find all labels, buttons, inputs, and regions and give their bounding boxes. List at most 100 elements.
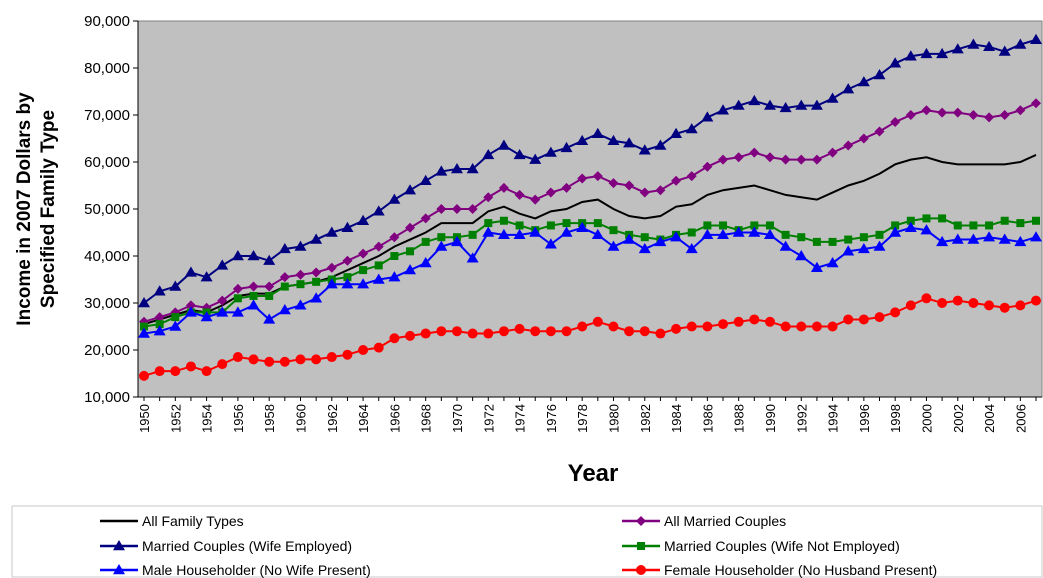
data-point-male-householder-no-wife-present	[138, 327, 150, 338]
x-tick-label: 1970	[450, 404, 465, 433]
data-point-all-married-couples	[436, 204, 447, 214]
data-point-married-couples-wife-employed	[419, 174, 432, 185]
data-point-female-householder-no-husband-present	[890, 307, 901, 318]
data-point-all-married-couples	[405, 222, 416, 233]
data-point-married-couples-wife-employed	[388, 193, 401, 204]
data-point-female-householder-no-husband-present	[342, 349, 353, 360]
legend-item-male-householder-no-wife-present: Male Householder (No Wife Present)	[100, 562, 371, 578]
data-point-female-householder-no-husband-present	[389, 333, 400, 344]
x-tick-label: 2002	[951, 404, 966, 433]
data-point-female-householder-no-husband-present	[984, 300, 995, 311]
data-point-female-householder-no-husband-present	[749, 314, 760, 325]
data-point-all-married-couples	[968, 110, 979, 120]
legend-box	[11, 505, 1043, 578]
data-point-married-couples-wife-not-employed	[828, 237, 837, 246]
data-point-female-householder-no-husband-present	[561, 326, 572, 337]
data-point-male-householder-no-wife-present	[670, 231, 683, 242]
data-point-all-married-couples	[389, 232, 400, 243]
data-point-male-householder-no-wife-present	[263, 313, 276, 324]
data-point-male-householder-no-wife-present	[372, 273, 385, 284]
data-point-married-couples-wife-not-employed	[609, 226, 618, 235]
data-point-married-couples-wife-not-employed	[437, 233, 446, 242]
data-point-married-couples-wife-not-employed	[484, 219, 493, 228]
data-point-male-householder-no-wife-present	[857, 242, 870, 254]
data-point-female-householder-no-husband-present	[655, 328, 666, 339]
data-point-all-married-couples	[702, 161, 713, 172]
data-point-married-couples-wife-employed	[341, 221, 354, 232]
data-point-all-married-couples	[811, 154, 822, 165]
data-point-all-married-couples	[248, 281, 259, 292]
data-point-female-householder-no-husband-present	[639, 326, 650, 337]
data-point-married-couples-wife-not-employed	[938, 214, 947, 223]
x-tick-label: 1998	[888, 404, 903, 433]
data-point-married-couples-wife-employed	[200, 271, 213, 282]
data-point-all-married-couples	[232, 283, 243, 294]
data-point-married-couples-wife-not-employed	[797, 233, 806, 242]
data-point-married-couples-wife-not-employed	[499, 216, 508, 225]
plot-background	[137, 20, 1043, 398]
series-all-married-couples	[139, 98, 1041, 327]
x-tick-label: 1960	[293, 404, 308, 433]
y-tick-label: 50,000	[84, 201, 130, 218]
data-point-married-couples-wife-employed	[826, 92, 839, 103]
data-point-married-couples-wife-employed	[544, 146, 557, 157]
data-point-all-married-couples	[999, 110, 1010, 120]
series-male-householder-no-wife-present	[138, 221, 1042, 338]
data-point-all-married-couples	[592, 171, 603, 182]
data-point-married-couples-wife-not-employed	[421, 237, 430, 246]
data-point-all-married-couples	[185, 300, 196, 311]
data-point-all-married-couples	[952, 107, 963, 118]
data-point-married-couples-wife-not-employed	[844, 235, 853, 244]
x-tick-label: 1958	[262, 404, 277, 433]
series-line-married-couples-wife-employed	[143, 38, 1037, 304]
data-point-all-married-couples	[467, 204, 478, 214]
data-point-male-householder-no-wife-present	[889, 226, 902, 237]
data-point-married-couples-wife-not-employed	[374, 261, 383, 270]
data-point-all-married-couples	[1015, 105, 1026, 116]
data-point-male-householder-no-wife-present	[842, 245, 855, 256]
data-point-all-married-couples	[420, 213, 431, 224]
data-point-married-couples-wife-employed	[967, 38, 980, 49]
data-point-married-couples-wife-employed	[889, 57, 902, 68]
data-point-married-couples-wife-not-employed	[1016, 219, 1025, 228]
data-point-female-householder-no-husband-present	[905, 300, 916, 311]
legend-label: All Married Couples	[664, 513, 786, 529]
x-axis-title: Year	[568, 460, 619, 487]
data-point-all-married-couples	[718, 154, 729, 165]
data-point-married-couples-wife-not-employed	[265, 291, 274, 300]
data-point-female-householder-no-husband-present	[937, 298, 948, 308]
data-point-all-married-couples	[561, 182, 572, 193]
legend-label: Married Couples (Wife Not Employed)	[664, 538, 900, 554]
legend-swatch-marker	[636, 516, 646, 526]
data-point-all-married-couples	[451, 204, 462, 214]
x-tick-label: 1972	[481, 404, 496, 433]
data-point-married-couples-wife-not-employed	[140, 322, 148, 331]
data-point-male-householder-no-wife-present	[419, 257, 432, 268]
legend-label: All Family Types	[142, 513, 244, 529]
data-point-married-couples-wife-employed	[466, 163, 479, 174]
data-point-male-householder-no-wife-present	[607, 240, 620, 251]
data-point-all-married-couples	[279, 272, 290, 283]
data-point-married-couples-wife-employed	[998, 45, 1011, 56]
data-point-all-married-couples	[984, 112, 995, 123]
y-axis: 10,000 20,000 30,000 40,000 50,000 60,000 70,0…	[84, 13, 139, 406]
data-point-female-householder-no-husband-present	[702, 321, 713, 332]
data-point-married-couples-wife-employed	[670, 127, 683, 138]
data-point-married-couples-wife-not-employed	[953, 221, 962, 230]
data-point-married-couples-wife-not-employed	[922, 214, 931, 223]
x-tick-label: 1952	[168, 404, 183, 433]
data-point-married-couples-wife-employed	[951, 43, 964, 54]
data-point-married-couples-wife-not-employed	[359, 266, 368, 275]
data-point-married-couples-wife-employed	[153, 285, 166, 296]
x-tick-label: 1988	[732, 404, 747, 433]
data-point-married-couples-wife-employed	[576, 134, 589, 146]
data-point-all-married-couples	[874, 126, 885, 137]
data-point-married-couples-wife-employed	[904, 50, 917, 61]
data-point-female-householder-no-husband-present	[780, 321, 791, 332]
data-point-all-married-couples	[655, 185, 666, 196]
data-point-all-married-couples	[326, 262, 337, 273]
legend-swatch-marker	[113, 564, 125, 575]
legend-label: Female Householder (No Husband Present)	[664, 562, 937, 578]
data-point-male-householder-no-wife-present	[732, 226, 745, 237]
x-axis: 1950 1952 1954 1956 1958 1960 1962 1964 1966 1968…	[137, 396, 1042, 433]
